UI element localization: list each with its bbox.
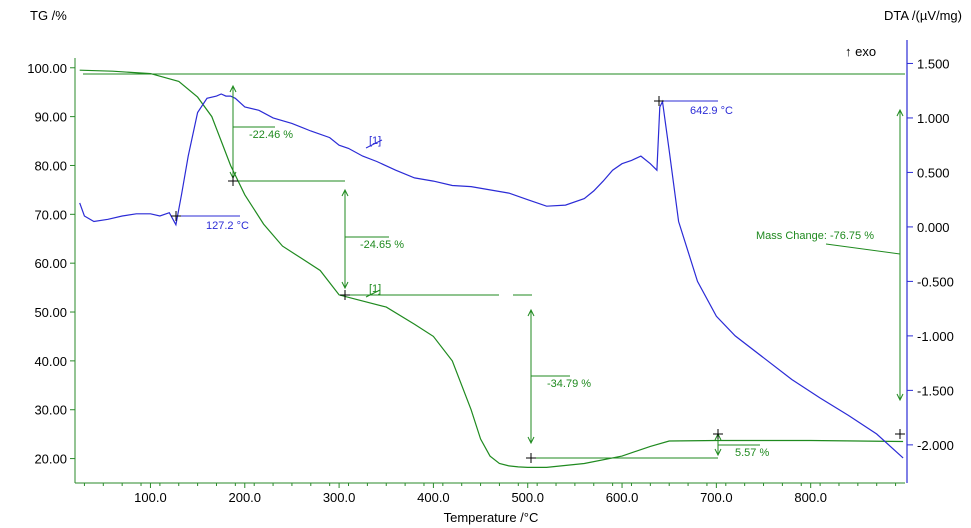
mass-change-arrow-head-top <box>896 108 904 117</box>
dta-marker-leader <box>365 139 383 149</box>
y-left-tick-label: 30.00 <box>34 403 67 418</box>
y-left-tick-label: 90.00 <box>34 110 67 125</box>
x-tick-label: 600.0 <box>606 490 639 505</box>
dta-marker-label: [1] <box>369 135 381 147</box>
x-axis-title: Temperature /°C <box>444 510 539 525</box>
tg-series-line <box>79 69 904 468</box>
x-tick-label: 100.0 <box>134 490 167 505</box>
y-left-tick-label: 80.00 <box>34 158 67 173</box>
x-tick-label: 700.0 <box>700 490 733 505</box>
series-group <box>79 69 904 468</box>
onset-temperature-label: 127.2 °C <box>206 220 249 232</box>
axes <box>74 40 908 484</box>
tg-residual-arrow-head-bottom <box>714 448 722 457</box>
tg-step-2-label: -24.65 % <box>360 239 404 251</box>
y-left-tick-label: 100.00 <box>27 61 67 76</box>
x-tick-label: 800.0 <box>794 490 827 505</box>
exo-indicator: ↑ exo <box>845 44 876 59</box>
tg-step-2-arrow-head-bottom <box>341 281 349 290</box>
axis-titles: TG /% DTA /(µV/mg) Temperature /°C ↑ exo <box>30 8 962 525</box>
tg-marker-leader <box>365 289 381 298</box>
dta-series-line <box>79 93 904 459</box>
tg-step-1-arrow-head-top <box>229 84 237 93</box>
tg-step-1-label: -22.46 % <box>249 129 293 141</box>
y-left-tick-label: 40.00 <box>34 354 67 369</box>
mass-change-label: Mass Change: -76.75 % <box>756 230 874 242</box>
mass-change-arrow-head-bottom <box>896 393 904 402</box>
y-right-tick-label: 0.500 <box>917 165 950 180</box>
y-right-axis-title: DTA /(µV/mg) <box>884 8 962 23</box>
y-right-tick-label: -1.500 <box>917 383 954 398</box>
tg-step-3-label: -34.79 % <box>547 378 591 390</box>
y-left-axis-title: TG /% <box>30 8 67 23</box>
ticks: 100.0 200.0 300.0 400.0 500.0 600.0 700.0 800.0… <box>27 56 954 505</box>
tg-step-3-arrow-head-bottom <box>527 436 535 445</box>
tg-marker-label: [1] <box>369 283 381 295</box>
annotations: -22.46 % -24.65 % -34.79 % 5.57 % Mass C… <box>171 84 905 463</box>
y-right-tick-label: -1.000 <box>917 329 954 344</box>
y-right-tick-label: 0.000 <box>917 220 950 235</box>
tg-residual-label: 5.57 % <box>735 447 769 459</box>
x-tick-label: 200.0 <box>228 490 261 505</box>
tg-step-3-arrow-head-top <box>527 308 535 317</box>
y-right-tick-label: -2.000 <box>917 438 954 453</box>
y-right-tick-label: 1.500 <box>917 56 950 71</box>
y-left-tick-label: 50.00 <box>34 305 67 320</box>
x-tick-label: 500.0 <box>511 490 544 505</box>
x-tick-label: 400.0 <box>417 490 450 505</box>
tg-step-2-arrow-head-top <box>341 188 349 197</box>
mass-change-leader <box>825 243 901 255</box>
y-left-tick-label: 70.00 <box>34 207 67 222</box>
y-right-tick-label: -0.500 <box>917 274 954 289</box>
peak-temperature-label: 642.9 °C <box>690 105 733 117</box>
y-right-tick-label: 1.000 <box>917 111 950 126</box>
x-tick-label: 300.0 <box>323 490 356 505</box>
y-left-tick-label: 20.00 <box>34 452 67 467</box>
y-left-tick-label: 60.00 <box>34 256 67 271</box>
